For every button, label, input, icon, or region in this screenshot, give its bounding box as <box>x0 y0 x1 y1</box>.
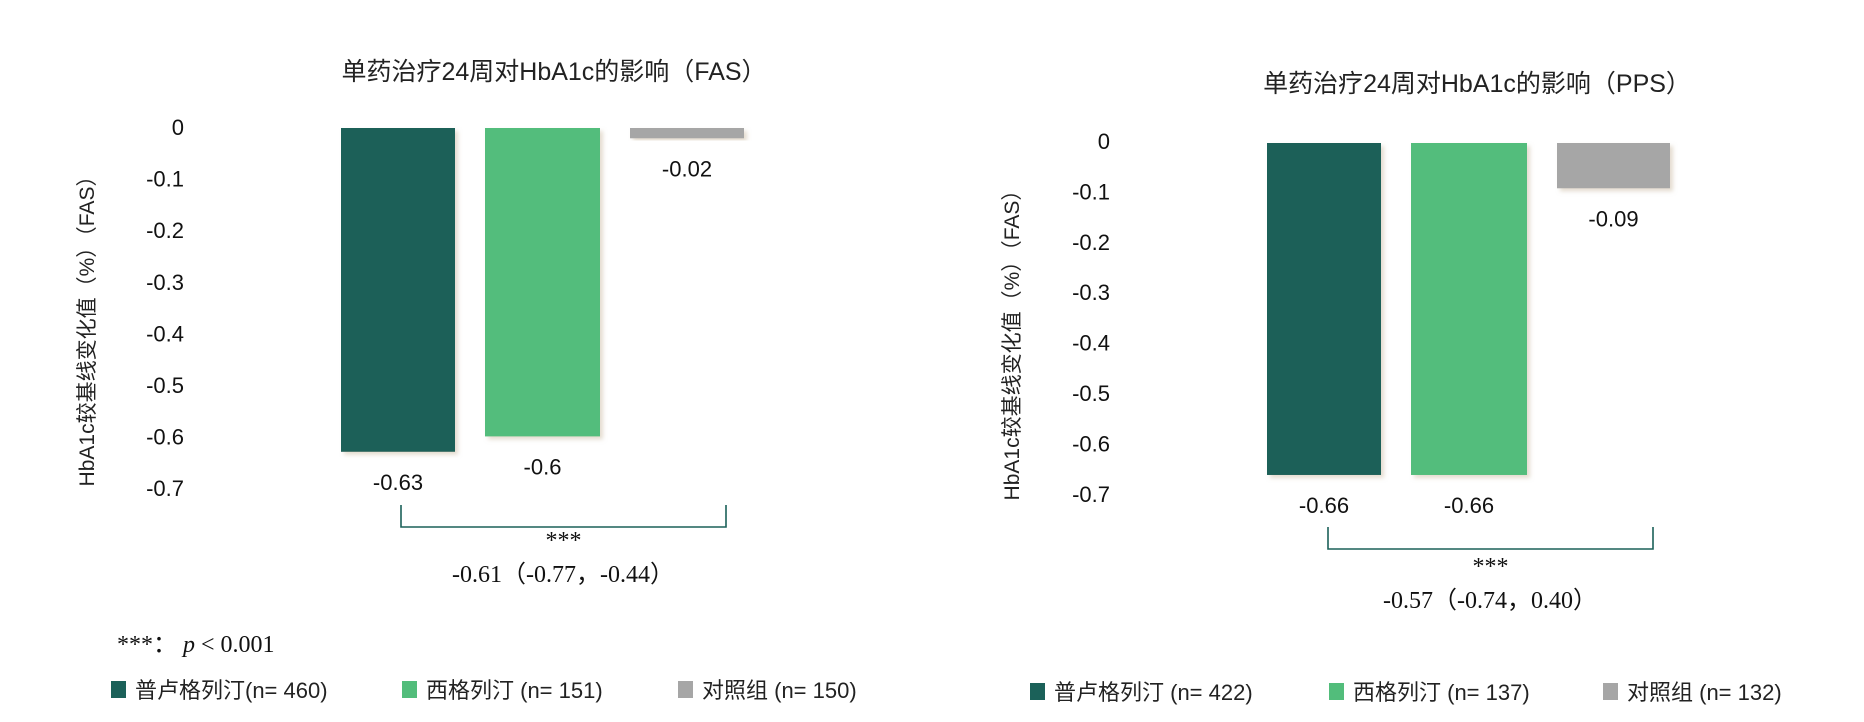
bar-对照组 <box>1557 143 1670 189</box>
legend-swatch <box>1030 683 1045 700</box>
data-label: -0.09 <box>1588 206 1638 231</box>
estimate-ci: -0.57（-0.74，0.40） <box>1383 588 1597 614</box>
y-tick-label: -0.3 <box>1072 280 1110 305</box>
y-tick-label: -0.6 <box>1072 431 1110 456</box>
y-tick-label: -0.1 <box>1072 179 1110 204</box>
footnote-p: p <box>181 632 195 658</box>
y-tick-label: 0 <box>1098 129 1110 154</box>
y-tick-label: -0.5 <box>1072 381 1110 406</box>
legend-label: 西格列汀 (n= 137) <box>1353 680 1530 705</box>
y-tick-label: -0.4 <box>146 321 184 346</box>
legend-label: 对照组 (n= 150) <box>702 678 857 703</box>
data-label: -0.66 <box>1444 493 1494 518</box>
chart-title: 单药治疗24周对HbA1c的影响（FAS） <box>341 58 766 86</box>
data-label: -0.63 <box>373 470 423 495</box>
legend-label: 普卢格列汀(n= 460) <box>135 678 328 703</box>
comparison-bracket <box>1327 527 1654 550</box>
y-tick-label: -0.3 <box>146 270 184 295</box>
y-tick-label: -0.6 <box>146 425 184 450</box>
footnote: ***： p < 0.001 <box>117 632 275 658</box>
footnote-stars: ***： <box>117 632 177 658</box>
legend-swatch <box>678 681 693 698</box>
significance-stars: *** <box>1473 554 1509 580</box>
y-tick-label: -0.7 <box>146 476 184 501</box>
data-label: -0.66 <box>1299 493 1349 518</box>
significance-stars: *** <box>546 528 582 554</box>
y-axis-label: HbA1c较基线变化值（%）（FAS） <box>76 166 99 487</box>
y-tick-label: -0.4 <box>1072 331 1110 356</box>
chart-1: 单药治疗24周对HbA1c的影响（PPS） HbA1c较基线变化值（%）（FAS）… <box>1001 70 1782 705</box>
y-tick-label: -0.2 <box>146 218 184 243</box>
estimate-ci: -0.61（-0.77，-0.44） <box>452 562 674 588</box>
y-tick-label: -0.2 <box>1072 230 1110 255</box>
legend-swatch <box>402 681 417 698</box>
data-label: -0.6 <box>524 454 562 479</box>
bar-对照组 <box>630 128 744 139</box>
y-tick-label: -0.1 <box>146 167 184 192</box>
legend-swatch <box>1329 683 1344 700</box>
comparison-bracket <box>400 505 727 528</box>
y-axis-label: HbA1c较基线变化值（%）（FAS） <box>1001 180 1024 501</box>
y-tick-label: -0.5 <box>146 373 184 398</box>
bar-西格列汀 <box>485 128 600 437</box>
bar-普卢格列汀 <box>341 128 455 452</box>
data-label: -0.02 <box>662 156 712 181</box>
y-tick-label: 0 <box>172 115 184 140</box>
bar-普卢格列汀 <box>1267 143 1381 475</box>
y-tick-label: -0.7 <box>1072 482 1110 507</box>
legend-label: 西格列汀 (n= 151) <box>426 678 603 703</box>
chart-title: 单药治疗24周对HbA1c的影响（PPS） <box>1263 70 1691 98</box>
legend-swatch <box>111 681 126 698</box>
footnote-value: < 0.001 <box>195 632 275 658</box>
chart-0: 单药治疗24周对HbA1c的影响（FAS） HbA1c较基线变化值（%）（FAS）… <box>76 58 857 703</box>
legend-label: 对照组 (n= 132) <box>1627 680 1782 705</box>
legend-label: 普卢格列汀 (n= 422) <box>1054 680 1253 705</box>
bar-西格列汀 <box>1411 143 1527 475</box>
legend-swatch <box>1603 683 1618 700</box>
